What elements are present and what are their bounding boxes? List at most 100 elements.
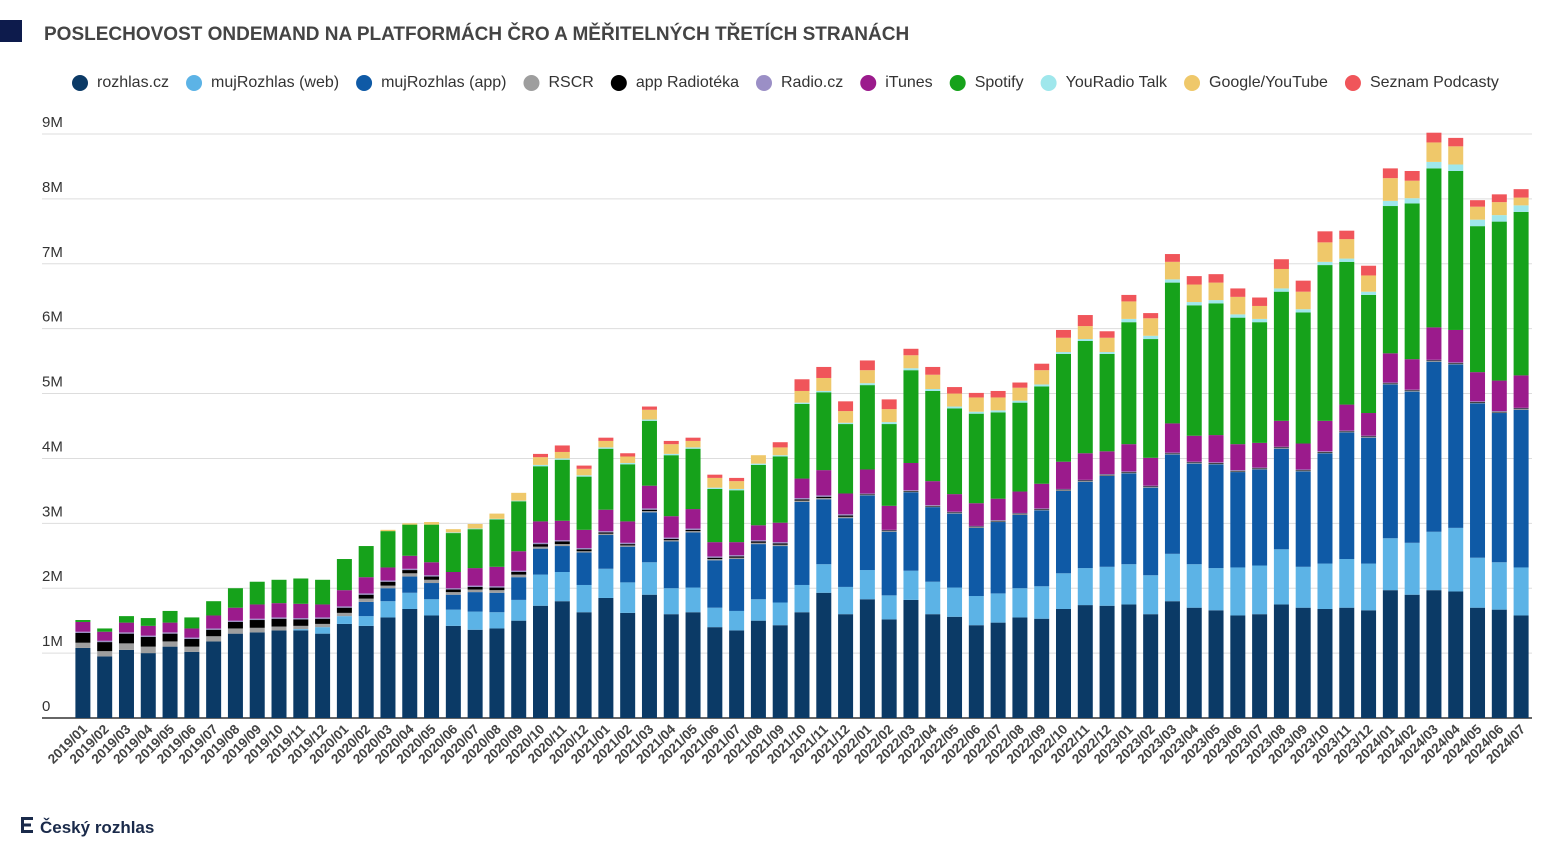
- bar-segment: [1382, 200, 1398, 207]
- bar-segment: [1164, 453, 1180, 454]
- bar-segment: [1034, 370, 1050, 385]
- bar-segment: [816, 592, 832, 718]
- bar-segment: [1339, 607, 1355, 718]
- bar-segment: [1317, 563, 1333, 609]
- bar-segment: [315, 633, 331, 718]
- bar-segment: [1012, 491, 1028, 513]
- bar-segment: [293, 603, 309, 619]
- bar-segment: [293, 578, 309, 604]
- bar-segment: [75, 647, 91, 718]
- bar-segment: [968, 527, 984, 528]
- bar-segment: [445, 594, 461, 610]
- bar-segment: [1230, 314, 1246, 318]
- bar-segment: [424, 576, 440, 580]
- bar-segment: [1034, 509, 1050, 510]
- bar-segment: [729, 542, 745, 556]
- bar-segment: [685, 440, 701, 448]
- bar-segment: [271, 617, 287, 619]
- bar-segment: [467, 529, 483, 569]
- bar-segment: [1230, 471, 1246, 473]
- bar-segment: [554, 520, 570, 541]
- bar-segment: [772, 456, 788, 523]
- legend-swatch: [356, 75, 373, 91]
- bar-segment: [620, 545, 636, 547]
- bar-segment: [1361, 437, 1377, 438]
- bar-segment: [1404, 180, 1420, 199]
- bar-segment: [445, 533, 461, 572]
- bar-segment: [336, 590, 352, 607]
- bar-segment: [1121, 604, 1137, 718]
- bar-segment: [445, 609, 461, 626]
- bar-segment: [467, 586, 483, 590]
- bar-segment: [1121, 471, 1137, 473]
- bar-segment: [293, 629, 309, 631]
- bar-segment: [750, 599, 766, 621]
- bar-segment: [816, 496, 832, 499]
- bar-segment: [1143, 313, 1159, 319]
- bar-segment: [772, 447, 788, 456]
- bar-segment: [947, 512, 963, 514]
- bar-segment: [1252, 468, 1268, 470]
- bar-segment: [641, 406, 657, 410]
- bar-segment: [1077, 481, 1093, 569]
- bar-segment: [620, 453, 636, 457]
- bar-segment: [576, 529, 592, 548]
- bar-segment: [663, 516, 679, 538]
- bar-segment: [1099, 474, 1115, 476]
- bar-segment: [968, 525, 984, 527]
- bar-segment: [1273, 604, 1289, 718]
- bar-segment: [162, 641, 178, 647]
- bar-segment: [794, 584, 810, 613]
- bar-segment: [1317, 420, 1333, 452]
- bar-segment: [1186, 564, 1202, 608]
- bar-segment: [750, 463, 766, 465]
- legend-swatch: [72, 75, 88, 91]
- bar-segment: [641, 511, 657, 513]
- legend-label: rozhlas.cz: [97, 74, 169, 91]
- bar-segment: [729, 610, 745, 631]
- bar-segment: [271, 618, 287, 627]
- bar-segment: [467, 589, 483, 593]
- bar-segment: [881, 529, 897, 531]
- bar-segment: [794, 379, 810, 391]
- bar-segment: [1339, 432, 1355, 560]
- y-tick-label: 4M: [42, 438, 63, 455]
- bar-segment: [1426, 142, 1442, 162]
- bar-segment: [1470, 226, 1486, 373]
- bar-segment: [511, 501, 527, 552]
- bar-segment: [1382, 382, 1398, 384]
- bar-segment: [1077, 326, 1093, 340]
- bar-segment: [1164, 453, 1180, 455]
- bar-segment: [881, 531, 897, 532]
- bar-segment: [358, 598, 374, 602]
- bar-segment: [641, 562, 657, 595]
- bar-segment: [1448, 170, 1464, 330]
- bar-segment: [1143, 486, 1159, 488]
- bar-segment: [1252, 297, 1268, 306]
- bar-segment: [1143, 457, 1159, 486]
- bar-segment: [97, 642, 113, 652]
- bar-segment: [511, 570, 527, 572]
- bar-segment: [118, 622, 134, 633]
- bar-segment: [1404, 198, 1420, 204]
- bar-segment: [97, 651, 113, 657]
- legend-swatch: [523, 75, 540, 91]
- bar-segment: [1055, 337, 1071, 353]
- bar-segment: [947, 512, 963, 513]
- bar-segment: [1186, 302, 1202, 306]
- bar-segment: [1121, 444, 1137, 472]
- bar-segment: [968, 526, 984, 528]
- bar-segment: [1034, 483, 1050, 509]
- y-tick-label: 1M: [42, 633, 63, 650]
- bar-segment: [620, 544, 636, 546]
- bar-segment: [1404, 390, 1420, 391]
- bar-segment: [925, 614, 941, 718]
- bar-segment: [598, 597, 614, 718]
- legend-swatch: [1344, 75, 1361, 91]
- footer: Český rozhlas: [40, 818, 154, 837]
- bar-segment: [445, 588, 461, 590]
- bar-segment: [968, 503, 984, 526]
- bar-segment: [968, 625, 984, 718]
- bar-segment: [663, 440, 679, 445]
